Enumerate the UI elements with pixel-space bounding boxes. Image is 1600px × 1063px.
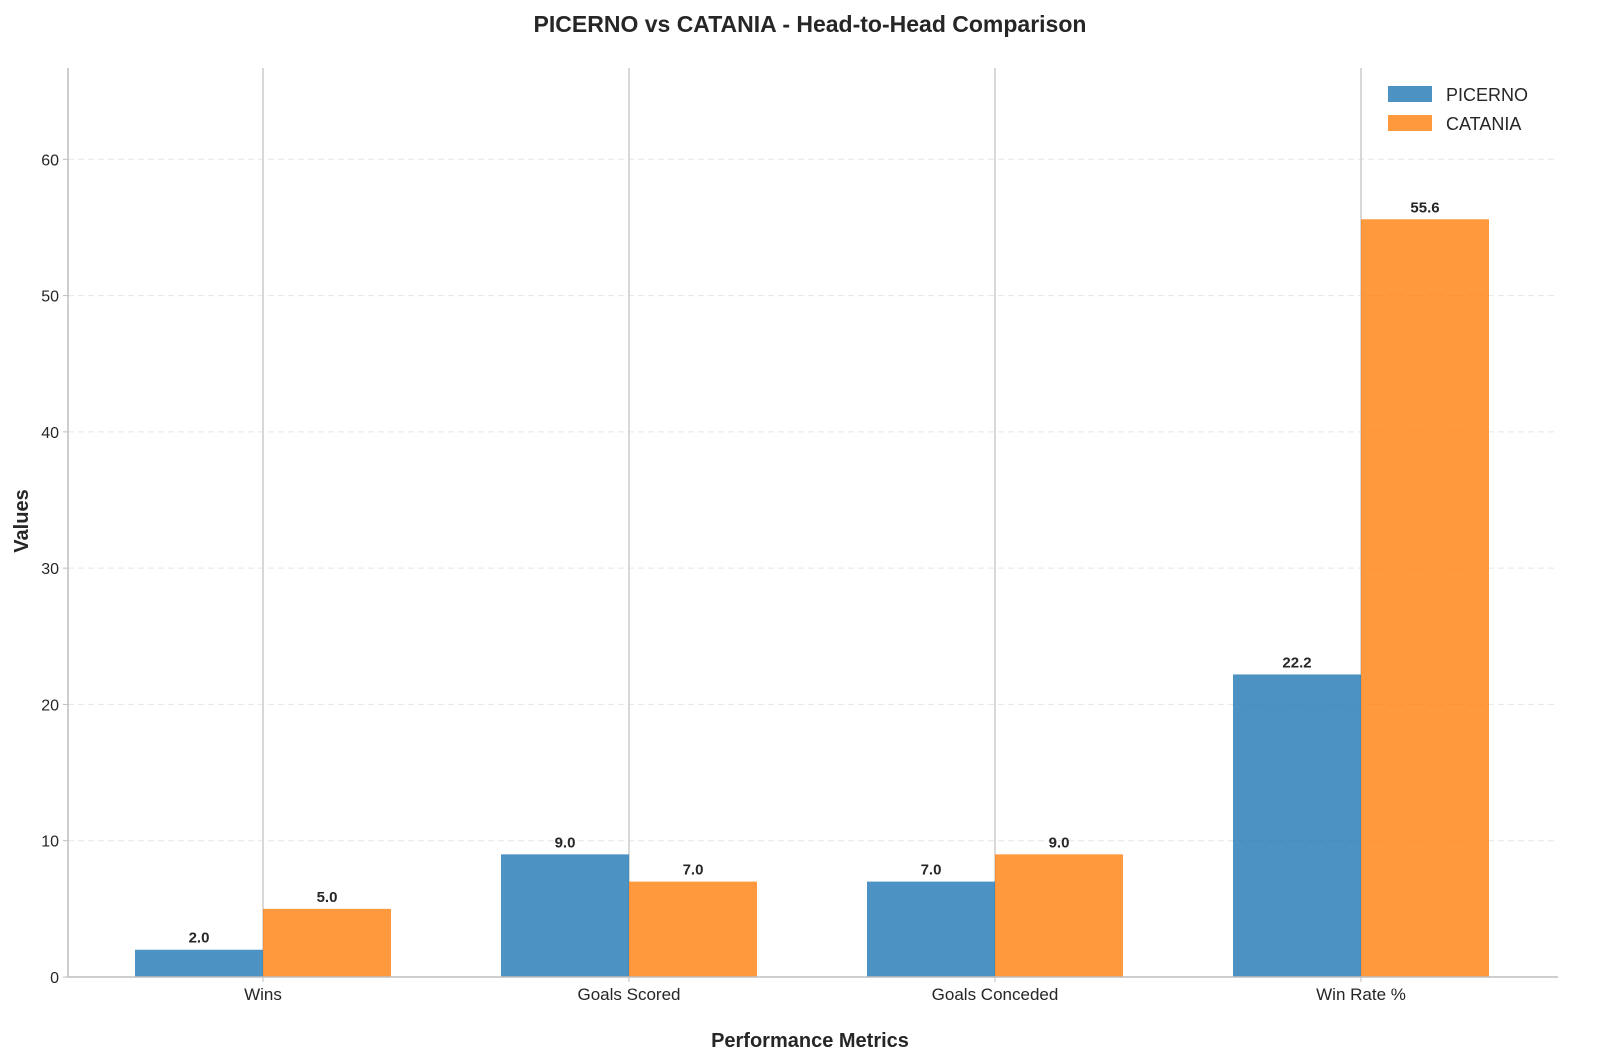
bar-catania [1361,219,1489,978]
bar-picerno [501,854,629,977]
bar-value-label: 22.2 [1282,654,1311,671]
legend-swatch-catania [1388,115,1432,131]
y-tick-label: 20 [41,697,59,714]
x-axis-label: Performance Metrics [711,1030,909,1052]
y-tick-label: 60 [41,152,59,169]
bar-value-label: 55.6 [1410,199,1439,216]
bar-picerno [135,949,263,977]
bar-value-label: 7.0 [683,862,704,879]
value-labels: 2.0 9.0 7.0 22.2 5.0 7.0 9.0 55.6 [189,199,1440,946]
y-axis-ticks: 0 10 20 30 40 50 60 [41,152,68,987]
bar-catania [995,854,1123,977]
bar-catania [629,881,757,977]
chart-title: PICERNO vs CATANIA - Head-to-Head Compar… [534,11,1087,37]
legend-label-picerno: PICERNO [1446,85,1528,105]
bar-picerno [1233,674,1361,977]
bar-catania [263,908,391,977]
y-axis-label: Values [11,489,33,552]
bar-value-label: 2.0 [189,930,210,947]
legend-swatch-picerno [1388,86,1432,102]
bar-value-label: 7.0 [921,862,942,879]
x-tick-label: Goals Conceded [932,985,1059,1004]
y-tick-label: 30 [41,561,59,578]
bar-value-label: 9.0 [1049,834,1070,851]
y-tick-label: 0 [50,970,59,987]
legend-label-catania: CATANIA [1446,114,1521,134]
x-tick-label: Win Rate % [1316,985,1406,1004]
y-tick-label: 10 [41,834,59,851]
y-tick-label: 50 [41,289,59,306]
x-axis-ticks: Wins Goals Scored Goals Conceded Win Rate % [244,977,1406,1004]
bar-picerno [867,881,995,977]
bar-value-label: 9.0 [555,834,576,851]
bars [135,219,1489,978]
legend: PICERNO CATANIA [1388,85,1528,134]
x-tick-label: Wins [244,985,282,1004]
x-tick-label: Goals Scored [578,985,681,1004]
bar-value-label: 5.0 [317,889,338,906]
y-tick-label: 40 [41,425,59,442]
